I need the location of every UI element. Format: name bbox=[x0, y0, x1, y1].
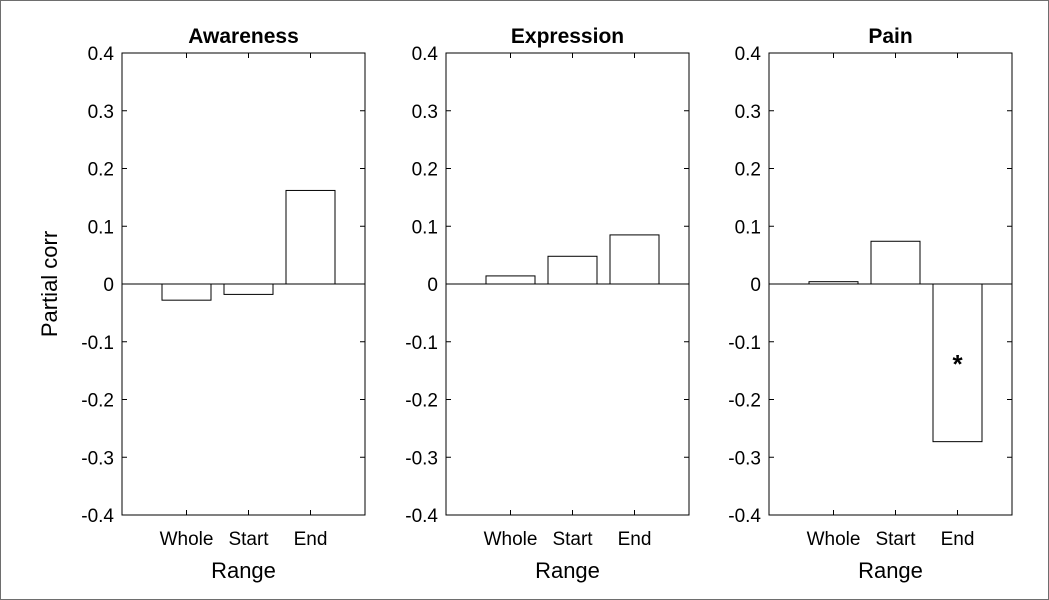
y-tick-label: -0.4 bbox=[728, 506, 761, 527]
chart-panel-awareness: 0.4 0.3 0.2 0.1 0 -0.1 -0.2 -0.3 -0.4 Whole Start E… bbox=[37, 25, 366, 583]
bar-end bbox=[932, 283, 983, 443]
x-axis-label: Range bbox=[535, 558, 600, 583]
y-tick-label: -0.1 bbox=[405, 333, 438, 354]
x-tick-label: Start bbox=[228, 529, 269, 550]
y-tick-label: 0.2 bbox=[735, 160, 761, 181]
y-tick-label: -0.3 bbox=[81, 448, 114, 469]
y-axis-label: Partial corr bbox=[37, 231, 62, 337]
x-tick-label: Start bbox=[875, 529, 916, 550]
y-tick-label: -0.1 bbox=[81, 333, 114, 354]
bar-start bbox=[223, 283, 274, 295]
y-tick-label: 0.1 bbox=[735, 217, 761, 238]
y-tick-label: 0.3 bbox=[735, 102, 761, 123]
panel-title: Awareness bbox=[188, 25, 299, 48]
y-tick-label: 0 bbox=[750, 275, 761, 296]
y-tick-label: 0.1 bbox=[88, 217, 114, 238]
y-tick-label: -0.1 bbox=[728, 333, 761, 354]
y-tick-label: 0.4 bbox=[88, 44, 115, 65]
y-tick-label: -0.3 bbox=[405, 448, 438, 469]
y-tick-label: 0.2 bbox=[412, 160, 438, 181]
bar-whole bbox=[161, 283, 212, 301]
y-tick-label: 0.3 bbox=[412, 102, 438, 123]
bar-end bbox=[285, 189, 336, 285]
chart-panel-pain: 0.4 0.3 0.2 0.1 0 -0.1 -0.2 -0.3 -0.4 Whole Start E… bbox=[728, 25, 1013, 583]
y-tick-label: -0.2 bbox=[405, 391, 438, 412]
y-tick-label: 0.3 bbox=[88, 102, 114, 123]
y-tick-label: 0.1 bbox=[412, 217, 438, 238]
bar-whole bbox=[485, 275, 536, 285]
bar-start bbox=[870, 240, 921, 285]
chart-panel-expression: 0.4 0.3 0.2 0.1 0 -0.1 -0.2 -0.3 -0.4 Whole Start E… bbox=[405, 25, 690, 583]
x-tick-label: End bbox=[618, 529, 652, 550]
x-tick-label: End bbox=[941, 529, 975, 550]
panel-title: Pain bbox=[868, 25, 912, 48]
x-tick-label: Whole bbox=[807, 529, 861, 550]
y-tick-label: 0.2 bbox=[88, 160, 114, 181]
x-tick-label: Whole bbox=[160, 529, 214, 550]
y-tick-label: 0.4 bbox=[735, 44, 762, 65]
y-tick-label: 0 bbox=[103, 275, 114, 296]
bar-end bbox=[609, 234, 660, 285]
bar-start bbox=[547, 255, 598, 285]
y-tick-label: -0.4 bbox=[405, 506, 438, 527]
x-axis-label: Range bbox=[211, 558, 276, 583]
y-tick-label: -0.3 bbox=[728, 448, 761, 469]
x-axis-label: Range bbox=[858, 558, 923, 583]
y-tick-label: 0.4 bbox=[412, 44, 439, 65]
y-tick-label: -0.2 bbox=[81, 391, 114, 412]
y-tick-label: 0 bbox=[427, 275, 438, 296]
y-tick-label: -0.4 bbox=[81, 506, 114, 527]
x-tick-label: Whole bbox=[484, 529, 538, 550]
x-tick-label: Start bbox=[552, 529, 593, 550]
significance-marker: * bbox=[952, 349, 963, 379]
panel-title: Expression bbox=[511, 25, 624, 48]
y-tick-label: -0.2 bbox=[728, 391, 761, 412]
x-tick-label: End bbox=[294, 529, 328, 550]
